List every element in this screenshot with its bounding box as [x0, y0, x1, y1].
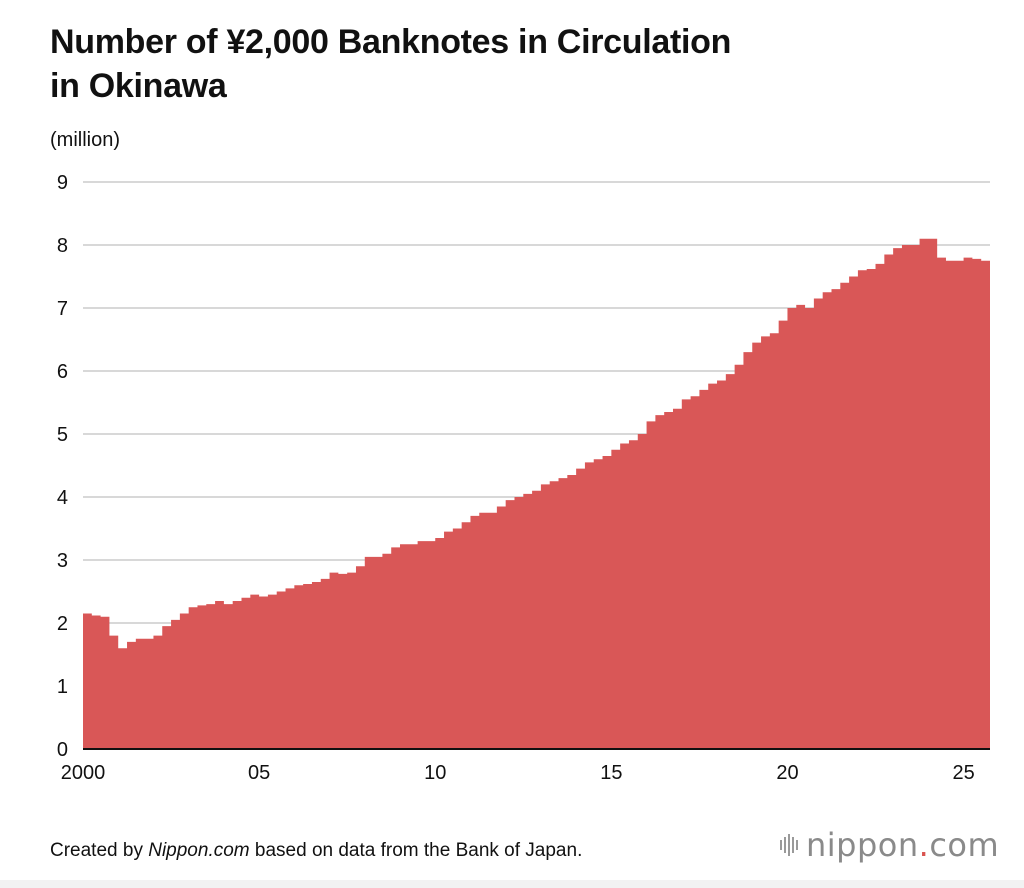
logo-tld: com [929, 826, 1000, 864]
y-axis-unit-label: (million) [50, 129, 120, 151]
axes: 0 1 2 3 4 5 6 7 8 9 2000 05 10 15 20 25 [57, 172, 990, 784]
y-tick-label: 3 [57, 550, 68, 572]
logo-dot: . [918, 826, 930, 864]
source-note: Created by Nippon.com based on data from… [50, 840, 582, 862]
x-tick-label: 20 [776, 762, 798, 784]
sound-bars-icon [780, 830, 800, 860]
x-tick-label: 15 [600, 762, 622, 784]
area-chart: 0 1 2 3 4 5 6 7 8 9 2000 05 10 15 20 25 [57, 172, 990, 784]
y-tick-label: 2 [57, 613, 68, 635]
area-fill [83, 238, 990, 749]
y-tick-label: 1 [57, 676, 68, 698]
y-tick-label: 5 [57, 424, 68, 446]
y-tick-label: 0 [57, 739, 68, 761]
x-tick-label: 25 [952, 762, 974, 784]
x-tick-label: 2000 [61, 762, 106, 784]
area-series [83, 238, 990, 749]
y-tick-label: 8 [57, 235, 68, 257]
y-tick-label: 7 [57, 298, 68, 320]
x-tick-label: 05 [248, 762, 270, 784]
nippon-logo: nippon. com [780, 826, 999, 864]
bottom-strip [0, 880, 1024, 888]
logo-name: nippon [806, 826, 919, 864]
source-note-suffix: based on data from the Bank of Japan. [249, 840, 583, 861]
x-tick-label: 10 [424, 762, 446, 784]
chart-title: Number of ¥2,000 Banknotes in Circulatio… [50, 20, 731, 108]
source-note-prefix: Created by [50, 840, 149, 861]
chart-title-line-2: in Okinawa [50, 67, 227, 105]
y-tick-label: 4 [57, 487, 68, 509]
chart-title-line-1: Number of ¥2,000 Banknotes in Circulatio… [50, 23, 732, 61]
y-tick-label: 9 [57, 172, 68, 194]
source-name: Nippon.com [148, 840, 250, 861]
y-tick-label: 6 [57, 361, 68, 383]
